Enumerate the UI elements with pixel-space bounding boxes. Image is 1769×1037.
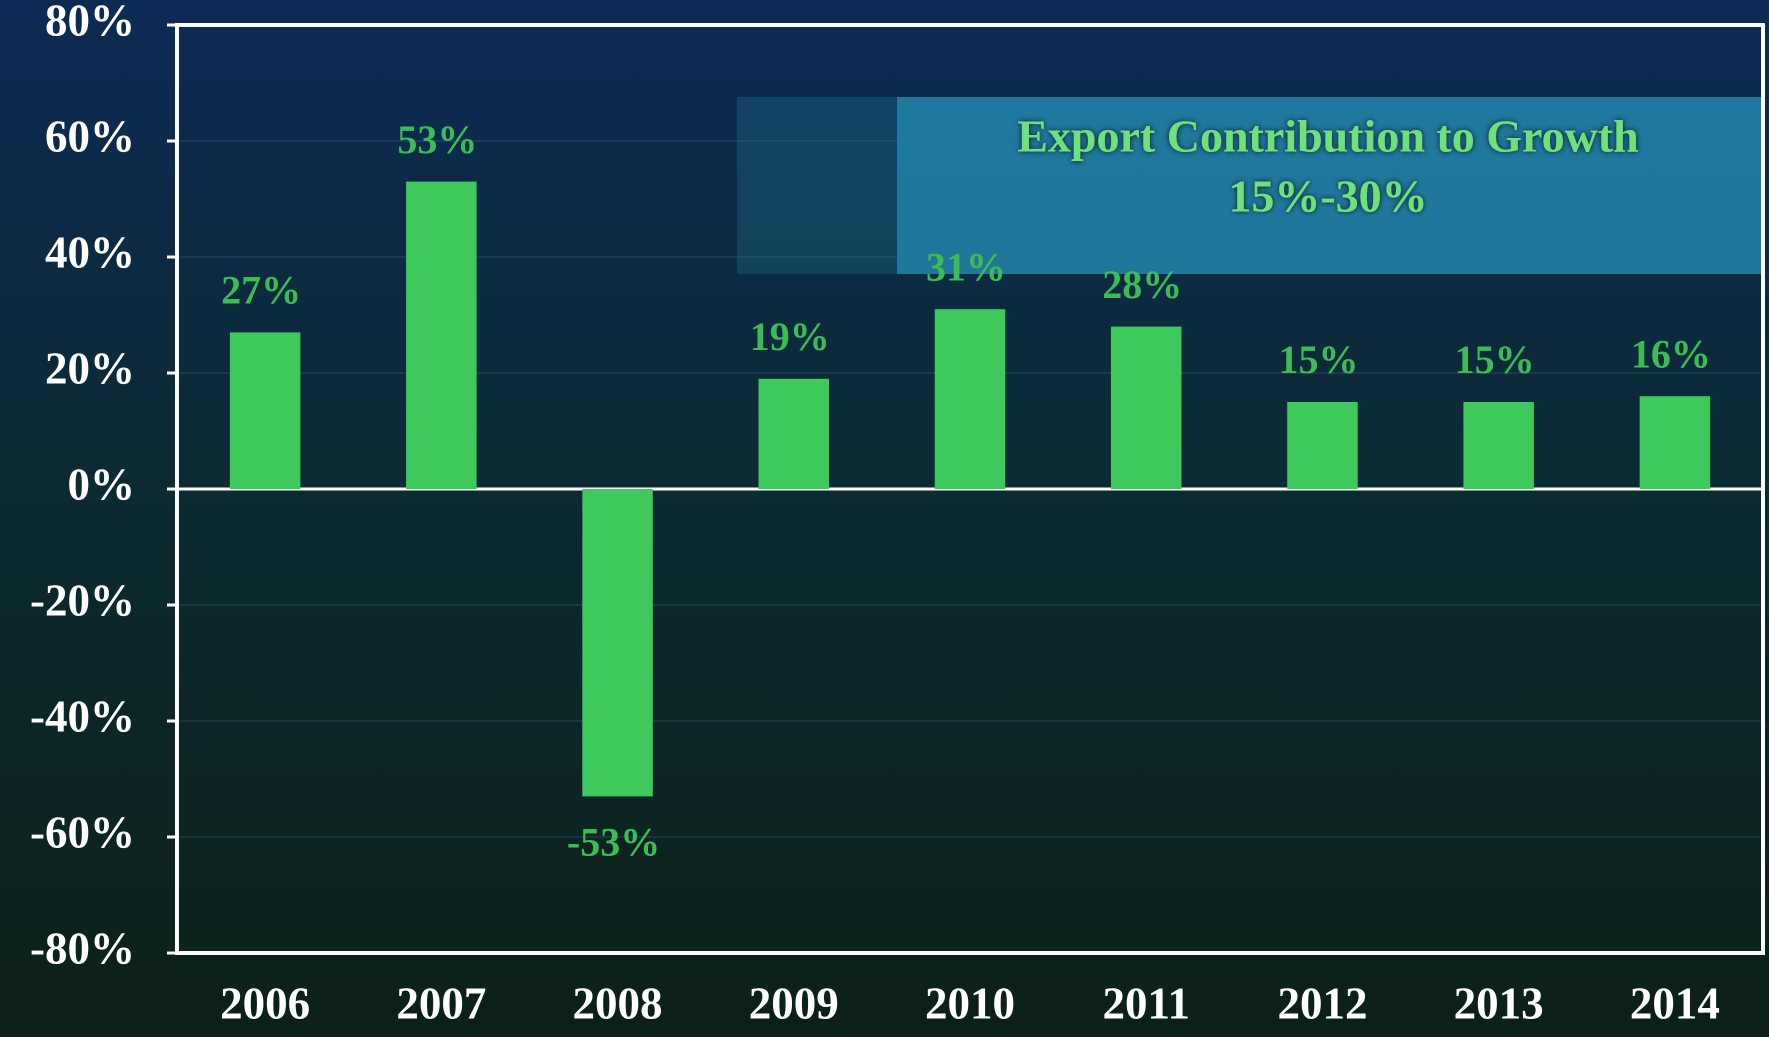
y-tick-label: 20% (45, 343, 135, 393)
annotation-range: 15%-30% (1228, 171, 1427, 222)
bar (1639, 396, 1711, 489)
bar (582, 489, 653, 797)
y-tick-label: -40% (30, 691, 135, 741)
data-label: 27% (221, 268, 301, 313)
x-tick-label: 2009 (749, 978, 839, 1028)
bars (229, 181, 1711, 797)
plot-frame (175, 23, 1765, 955)
bar (1110, 326, 1182, 489)
x-tick-label: 2011 (1102, 978, 1190, 1028)
y-tick-label: 80% (45, 0, 135, 45)
bar (406, 181, 477, 489)
x-tick-label: 2013 (1454, 978, 1544, 1028)
data-label: 31% (926, 244, 1006, 289)
y-tick-label: -80% (30, 923, 135, 973)
x-tick-label: 2014 (1630, 978, 1720, 1028)
y-tick-label: 60% (45, 111, 135, 161)
x-tick-label: 2010 (925, 978, 1015, 1028)
bar (758, 378, 830, 489)
bar (1287, 402, 1358, 489)
bar (934, 309, 1006, 489)
data-label: 28% (1102, 262, 1182, 307)
x-tick-label: 2012 (1277, 978, 1367, 1028)
data-label: 15% (1455, 337, 1535, 382)
x-tick-label: 2006 (220, 978, 310, 1028)
annotation-title: Export Contribution to Growth (1017, 111, 1638, 162)
data-label: 19% (750, 314, 830, 359)
data-label: 16% (1631, 331, 1711, 376)
y-tick-label: 0% (68, 459, 136, 509)
y-tick-label: -20% (30, 575, 135, 625)
bar (1463, 402, 1534, 489)
y-tick-label: 40% (45, 227, 135, 277)
x-tick-label: 2008 (573, 978, 663, 1028)
data-label: 15% (1278, 337, 1358, 382)
y-tick-label: -60% (30, 807, 135, 857)
x-tick-label: 2007 (396, 978, 486, 1028)
annotation-box (897, 97, 1762, 274)
bar (229, 332, 301, 489)
data-label: 53% (397, 117, 477, 162)
data-label: -53% (567, 820, 660, 865)
